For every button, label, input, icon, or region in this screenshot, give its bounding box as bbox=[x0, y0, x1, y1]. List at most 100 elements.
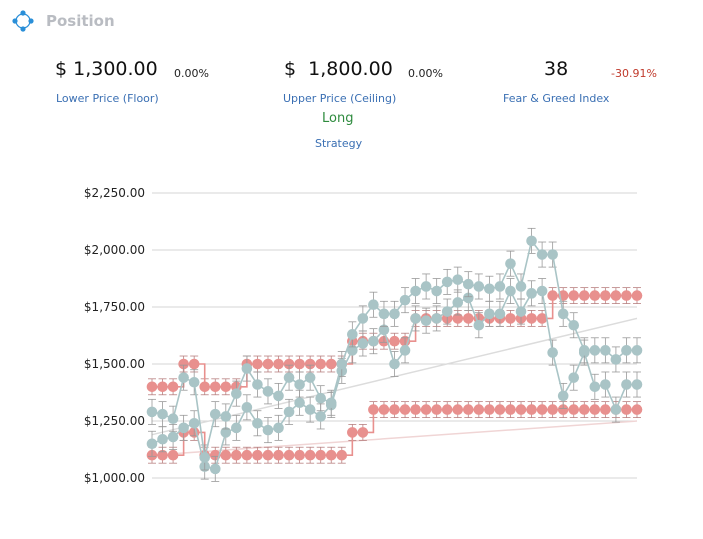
price-high-point bbox=[347, 329, 358, 340]
lower-band-point bbox=[441, 404, 453, 415]
price-high-point bbox=[631, 345, 643, 356]
strategy-value-wrap: Long bbox=[322, 107, 353, 126]
lower-band-point bbox=[325, 449, 337, 461]
price-high-point bbox=[157, 408, 168, 420]
upper-band-point bbox=[294, 358, 305, 370]
upper-band-point bbox=[505, 313, 516, 324]
price-high-point bbox=[325, 397, 337, 409]
y-tick-label: $1,250.00 bbox=[84, 414, 145, 428]
lower-band-point bbox=[336, 449, 348, 461]
price-high-point bbox=[315, 392, 326, 404]
lower-band-point bbox=[347, 427, 358, 438]
position-title: Position bbox=[46, 12, 115, 30]
price-low-point bbox=[283, 406, 295, 418]
lower-band-point bbox=[399, 404, 411, 415]
upper-band-point bbox=[526, 313, 537, 324]
price-low-point bbox=[441, 306, 453, 317]
price-low-point bbox=[357, 338, 369, 349]
lower-band-point bbox=[536, 404, 548, 415]
lower-band-point bbox=[568, 404, 580, 415]
price-low-point bbox=[557, 390, 569, 402]
price-low-point bbox=[157, 433, 168, 445]
price-high-point bbox=[336, 358, 348, 370]
price-low-point bbox=[241, 402, 253, 413]
price-low-point bbox=[262, 424, 274, 436]
fear-greed-pct-wrap: -30.91% bbox=[611, 62, 657, 81]
y-tick-label: $1,500.00 bbox=[84, 357, 145, 371]
price-high-point bbox=[578, 345, 590, 356]
price-low-point bbox=[473, 319, 485, 331]
fear-greed-label-wrap: Fear & Greed Index bbox=[503, 87, 609, 106]
y-tick-label: $1,750.00 bbox=[84, 300, 145, 314]
lower-band-point bbox=[283, 449, 295, 461]
price-high-point bbox=[600, 345, 611, 356]
price-high-point bbox=[589, 345, 601, 356]
price-high-point bbox=[505, 258, 516, 269]
upper-band-point bbox=[209, 381, 221, 393]
price-high-point bbox=[378, 308, 390, 320]
price-low-point bbox=[220, 427, 232, 438]
price-low-point bbox=[389, 358, 400, 370]
price-high-point bbox=[484, 283, 495, 295]
upper-price-change: 0.00% bbox=[408, 67, 443, 80]
lower-band-point bbox=[167, 449, 179, 461]
upper-price-label-wrap: Upper Price (Ceiling) bbox=[283, 87, 396, 106]
price-low-point bbox=[526, 288, 537, 299]
price-low-point bbox=[368, 335, 379, 347]
price-low-point bbox=[294, 397, 305, 409]
lower-band-point bbox=[389, 404, 400, 415]
price-high-point bbox=[621, 345, 632, 356]
price-low-point bbox=[304, 404, 316, 415]
upper-band-point bbox=[262, 358, 274, 370]
upper-price-label: Upper Price (Ceiling) bbox=[283, 92, 397, 105]
upper-band-point bbox=[578, 290, 590, 301]
price-high-point bbox=[209, 408, 221, 420]
lower-band-point bbox=[631, 404, 643, 415]
upper-band-point bbox=[188, 358, 200, 370]
price-high-point bbox=[526, 235, 537, 247]
upper-band-point bbox=[452, 313, 464, 324]
price-high-point bbox=[410, 285, 421, 297]
price-high-point bbox=[547, 249, 558, 260]
price-high-point bbox=[389, 308, 400, 320]
price-high-point bbox=[463, 278, 474, 290]
price-high-point bbox=[262, 386, 274, 397]
fear-greed-stat: 38 bbox=[544, 58, 568, 80]
upper-band-point bbox=[199, 381, 211, 393]
price-low-point bbox=[484, 308, 495, 320]
upper-band-point bbox=[252, 358, 263, 370]
lower-price-pct-wrap: 0.00% bbox=[174, 62, 209, 81]
lower-band-point bbox=[473, 404, 485, 415]
chart-marks bbox=[146, 227, 643, 482]
price-high-point bbox=[304, 372, 316, 383]
price-low-point bbox=[610, 404, 622, 415]
lower-band-point bbox=[484, 404, 495, 415]
price-high-point bbox=[368, 299, 379, 311]
upper-band-point bbox=[547, 290, 558, 301]
price-high-point bbox=[167, 413, 179, 425]
upper-price-stat: $ 1,800.00 bbox=[284, 58, 393, 80]
price-low-point bbox=[431, 313, 442, 324]
position-nodes-icon bbox=[12, 10, 34, 32]
lower-band-point bbox=[357, 427, 369, 438]
price-high-point bbox=[441, 276, 453, 288]
price-low-point bbox=[463, 292, 474, 304]
price-high-point bbox=[357, 313, 369, 324]
price-low-point bbox=[621, 379, 632, 390]
price-low-point bbox=[505, 285, 516, 297]
price-high-point bbox=[536, 249, 548, 260]
price-high-point bbox=[241, 363, 253, 374]
price-high-point bbox=[399, 294, 411, 306]
lower-band-point bbox=[304, 449, 316, 461]
upper-band-point bbox=[146, 381, 158, 393]
lower-price-label-wrap: Lower Price (Floor) bbox=[56, 87, 159, 106]
price-low-point bbox=[568, 372, 580, 383]
upper-band-point bbox=[589, 290, 601, 301]
lower-band-point bbox=[262, 449, 274, 461]
upper-price-value: $ 1,800.00 bbox=[284, 58, 393, 80]
price-high-point bbox=[452, 274, 464, 285]
upper-band-point bbox=[157, 381, 168, 393]
price-low-point bbox=[399, 345, 411, 356]
lower-band-point bbox=[220, 449, 232, 461]
upper-band-point bbox=[325, 358, 337, 370]
